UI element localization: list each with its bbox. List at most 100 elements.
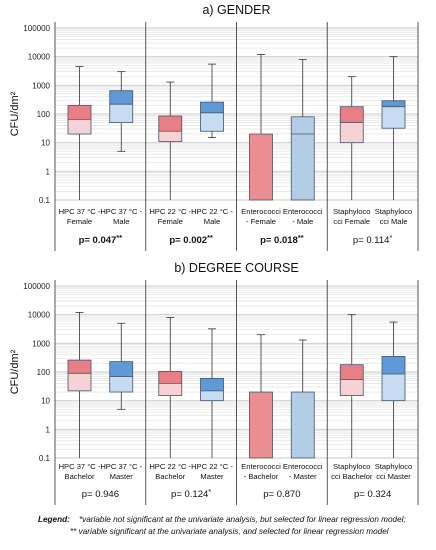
box-lower-half (200, 390, 224, 401)
chart-panel-b: b) DEGREE COURSE 0.1 1 10 100 1000 10000 100000… (9, 261, 419, 505)
box-upper-half (291, 116, 315, 135)
box-4 (200, 328, 224, 458)
category-label: Enterococci - Female (241, 207, 281, 226)
legend-line-1: *variable not significant at the univari… (78, 515, 406, 524)
y-tick-label: 10 (41, 397, 50, 406)
legend-line-2: ** variable significant at the univariat… (70, 526, 389, 536)
box-lower-half (109, 376, 133, 393)
box-upper-half (381, 356, 405, 375)
category-label: Staphyloco cci Male (375, 207, 413, 226)
p-value-label: p= 0.114* (353, 233, 393, 246)
y-tick-label: 1000 (32, 81, 50, 90)
box-outline (249, 133, 273, 201)
box-outline (339, 106, 364, 144)
box-upper-half (68, 105, 92, 120)
box-7 (339, 314, 364, 458)
box-outline (381, 356, 406, 402)
box-upper-half (340, 106, 364, 123)
box-lower-half (291, 134, 315, 200)
box-upper-half (249, 134, 273, 200)
p-value-label: p= 0.870 (263, 489, 300, 500)
y-tick-label: 1000 (32, 339, 50, 348)
y-tick-label: 100000 (23, 24, 50, 33)
box-outline (109, 90, 134, 124)
box-outline (290, 391, 315, 459)
p-value-label: p= 0.324 (354, 489, 391, 500)
box-3 (158, 81, 183, 200)
box-outline (249, 391, 273, 459)
box-lower-half (158, 131, 182, 142)
y-tick-label: 0.1 (39, 454, 51, 463)
p-value-label: p= 0.946 (82, 489, 119, 500)
box-5 (249, 334, 273, 459)
box-upper-half (68, 360, 92, 374)
box-2 (109, 71, 134, 152)
category-label: HPC 22 °C -Male (191, 207, 233, 226)
box-lower-half (68, 119, 92, 135)
y-tick-label: 100 (37, 110, 51, 119)
y-axis-label: CFU/dm² (9, 349, 21, 394)
category-label: HPC 22 °C -Bachelor (149, 462, 191, 481)
box-lower-half (340, 122, 364, 143)
box-upper-half (158, 371, 182, 384)
box-upper-half (381, 100, 405, 107)
box-7 (339, 76, 364, 200)
box-lower-half (381, 374, 405, 401)
y-tick-label: 10 (41, 139, 50, 148)
box-lower-half (381, 106, 405, 129)
box-outline (200, 101, 224, 132)
box-4 (200, 63, 224, 139)
y-tick-label: 1 (46, 425, 51, 434)
box-upper-half (109, 361, 133, 377)
y-tick-label: 10000 (28, 311, 51, 320)
box-6 (290, 59, 315, 201)
box-outline (200, 377, 224, 402)
box-upper-half (200, 102, 224, 113)
box-8 (381, 321, 406, 458)
y-tick-label: 1 (46, 167, 51, 176)
chart-panel-a: a) GENDER 0.1 1 10 100 1000 10000 100000 CFU/dm²… (9, 3, 419, 251)
p-value-label: p= 0.047** (79, 233, 123, 246)
p-value-label: p= 0.124* (171, 487, 211, 500)
legend: Legend: *variable not significant at the… (38, 514, 430, 537)
box-2 (109, 322, 134, 410)
box-upper-half (291, 392, 315, 458)
category-label: Enterococci - Master (283, 462, 323, 481)
box-outline (158, 115, 183, 142)
box-6 (290, 339, 315, 459)
y-axis-label: CFU/dm² (9, 91, 21, 136)
category-label: HPC 37 °C -Bachelor (59, 462, 101, 481)
y-tick-label: 100000 (23, 282, 50, 291)
y-tick-label: 0.1 (39, 196, 51, 205)
chart-title: a) GENDER (202, 3, 270, 17)
category-label: HPC 37 °C -Female (59, 207, 101, 226)
box-outline (339, 364, 364, 397)
box-upper-half (109, 90, 133, 105)
box-8 (381, 56, 406, 200)
box-lower-half (68, 373, 92, 391)
category-label: Enterococci - Bachelor (241, 462, 281, 481)
box-upper-half (340, 364, 364, 380)
box-lower-half (158, 383, 182, 396)
category-label: Staphyloco cci Bachelor (331, 462, 373, 481)
box-upper-half (158, 116, 182, 132)
category-label: HPC 37 °C -Male (100, 207, 142, 226)
y-tick-label: 100 (37, 368, 51, 377)
box-outline (290, 116, 315, 201)
category-label: Staphyloco cci Master (375, 462, 413, 481)
box-lower-half (340, 379, 364, 396)
category-label: HPC 37 °C -Master (100, 462, 142, 481)
box-upper-half (200, 378, 224, 391)
box-1 (67, 66, 92, 200)
box-upper-half (249, 392, 273, 458)
category-label: Staphyloco cci Female (333, 207, 371, 226)
box-lower-half (109, 104, 133, 123)
category-label: HPC 22 °C -Master (191, 462, 233, 481)
chart-title: b) DEGREE COURSE (174, 261, 298, 275)
box-1 (67, 311, 92, 458)
p-value-label: p= 0.018** (260, 233, 304, 246)
y-tick-label: 10000 (28, 53, 51, 62)
category-label: HPC 22 °C -Female (149, 207, 191, 226)
box-5 (249, 53, 273, 201)
box-outline (381, 100, 406, 129)
